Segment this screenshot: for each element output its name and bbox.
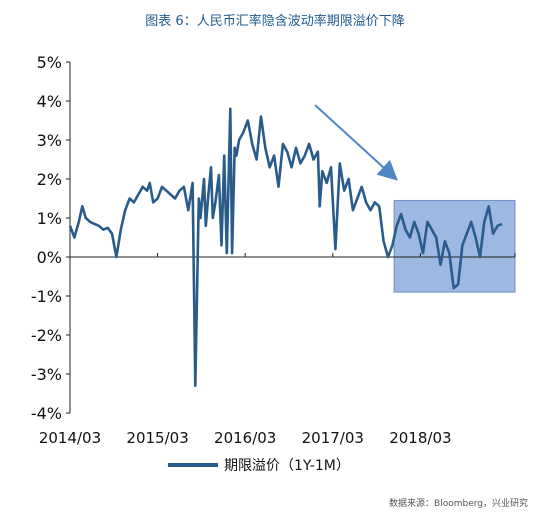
x-tick-label: 2015/03	[126, 429, 188, 447]
arrow-layer	[314, 104, 398, 181]
y-tick-label: 4%	[37, 92, 62, 111]
legend: 期限溢价（1Y-1M）	[168, 458, 350, 474]
highlight-box	[393, 199, 516, 293]
y-tick-label: 2%	[37, 170, 62, 189]
y-tick-label: -2%	[31, 326, 62, 345]
axes-layer: 5% 4% 3% 2% 1% 0% -1% -2% -3% -4% 2014/03 2015/03 20…	[31, 53, 516, 447]
chart-title: 图表 6：人民币汇率隐含波动率期限溢价下降	[145, 14, 405, 29]
y-tick-label: 1%	[37, 209, 62, 228]
y-tick-label: -4%	[31, 404, 62, 423]
y-tick-label: 5%	[37, 53, 62, 72]
y-tick-label: 3%	[37, 131, 62, 150]
series-layer	[68, 107, 503, 387]
y-tick-label: -3%	[31, 365, 62, 384]
y-tick-label: -1%	[31, 287, 62, 306]
x-tick-label: 2017/03	[302, 429, 364, 447]
series-line	[68, 107, 503, 387]
legend-label: 期限溢价（1Y-1M）	[224, 458, 350, 474]
highlight-layer	[393, 199, 516, 293]
x-tick-label: 2018/03	[389, 429, 451, 447]
y-tick-label: 0%	[37, 248, 62, 267]
x-tick-label: 2016/03	[214, 429, 276, 447]
source-note: 数据来源：Bloomberg，兴业研究	[389, 499, 528, 509]
x-tick-label: 2014/03	[39, 429, 101, 447]
trend-arrow	[314, 104, 398, 181]
